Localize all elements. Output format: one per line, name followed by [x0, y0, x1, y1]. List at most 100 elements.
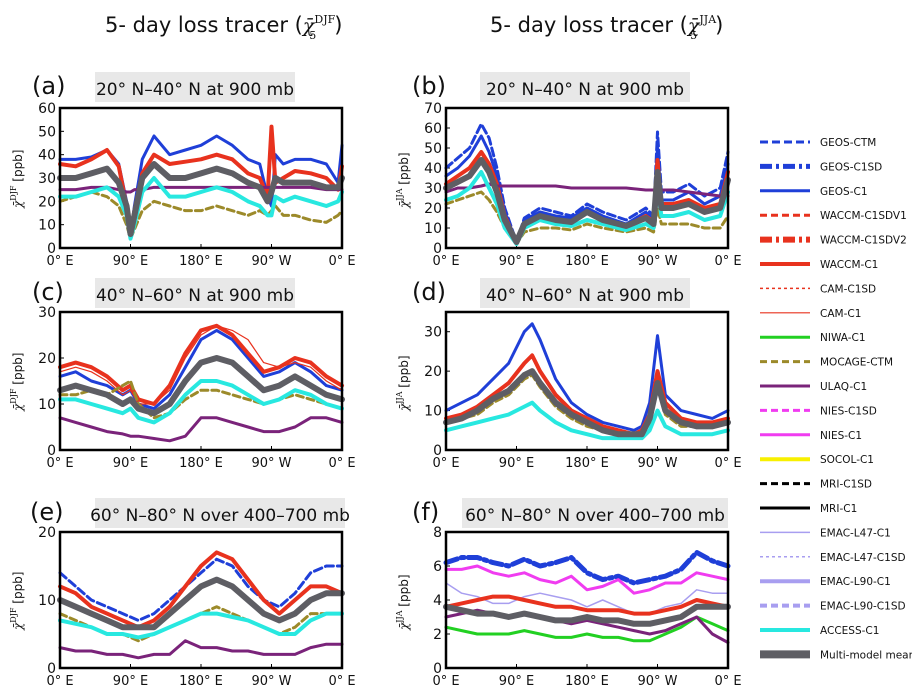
panel-c-series-geos-c1: [58, 328, 344, 411]
panel-e-ytick-label-0: 0: [47, 661, 56, 677]
legend-label: WACCM-C1: [820, 259, 878, 271]
panel-c-xtick-label-1: 90° E: [113, 456, 148, 471]
panel-b-series-mocage-ctm: [444, 190, 730, 246]
panel-f-ytick-label-3: 6: [433, 559, 442, 575]
panel-f-xtick-label-4: 0° E: [714, 674, 741, 686]
panel-a-frame: [58, 106, 344, 250]
panel-b: (b) 20° N–40° N at 900 mb χ̄JJA [ppb] 0 10 20…: [395, 72, 742, 269]
legend-label: Multi-model mean: [820, 649, 912, 661]
legend-item-geos-c1sd: GEOS-C1SD: [760, 161, 882, 173]
panel-a-xtick-label-2: 180° E: [179, 254, 223, 269]
legend-item-cam-c1sd: CAM-C1SD: [760, 283, 876, 295]
panel-a-ytick-label-5: 50: [38, 124, 56, 140]
panel-d-series-access-c1: [444, 400, 730, 441]
panel-a-ytick-label-3: 30: [38, 171, 56, 187]
panel-c-xtick-label-2: 180° E: [179, 456, 223, 471]
panel-b-title-box: [480, 72, 690, 102]
panel-e-series-access-c1: [58, 611, 344, 640]
legend-item-ulaq-c1: ULAQ-C1: [760, 381, 867, 393]
header-right: 5- day loss tracer (χ̄JJA 5): [490, 13, 723, 42]
legend-item-nies-c1sd: NIES-C1SD: [760, 405, 877, 417]
panel-c: (c) 40° N–60° N at 900 mb χ̄DJF [ppb] 0 10 20…: [9, 278, 356, 471]
legend-label: MRI-C1SD: [820, 479, 872, 491]
panel-c-title-box: [95, 278, 295, 308]
panel-b-xtick-label-0: 0° E: [432, 254, 459, 269]
panel-b-frame: [444, 106, 730, 250]
panel-c-series-waccm-c1: [58, 323, 344, 406]
panel-d-xtick-label-4: 0° E: [714, 456, 741, 471]
legend-item-mocage-ctm: MOCAGE-CTM: [760, 357, 893, 369]
panel-e-ytick-label-1: 10: [38, 593, 56, 609]
panel-c-frame: [58, 310, 344, 452]
panel-b-ytick-label-4: 40: [424, 161, 442, 177]
legend-item-geos-ctm: GEOS-CTM: [760, 137, 876, 149]
panel-f-series-multi-model-mean: [443, 603, 731, 627]
panel-e-series-ulaq-c1: [58, 639, 344, 660]
panel-c-xtick-label-0: 0° E: [46, 456, 73, 471]
panel-d-title-box: [480, 278, 690, 308]
legend-item-cam-c1: CAM-C1: [760, 308, 861, 320]
panel-e: (e) 60° N–80° N over 400–700 mb χ̄DJF [ppb…: [9, 498, 356, 686]
panel-d-ytick-label-3: 30: [424, 325, 442, 341]
legend-item-emac-l47-c1: EMAC-L47-C1: [760, 527, 891, 539]
panel-b-series-geos-c1: [444, 134, 730, 244]
header-left-text: 5- day loss tracer (χ̄DJF 5): [105, 13, 342, 42]
panel-e-title: 60° N–80° N over 400–700 mb: [90, 506, 350, 526]
panel-f-ytick-label-2: 4: [433, 593, 442, 609]
legend-item-waccm-c1sdv1: WACCM-C1SDV1: [760, 210, 907, 222]
panel-f-xtick-label-1: 90° E: [499, 674, 534, 686]
legend-label: EMAC-L47-C1: [820, 527, 891, 539]
panel-e-frame: [58, 530, 344, 670]
panel-a-series-waccm-c1: [58, 124, 344, 236]
panel-c-xtick-label-4: 0° E: [328, 456, 355, 471]
panel-f-xtick-label-2: 180° E: [565, 674, 609, 686]
panel-e-xtick-label-2: 180° E: [179, 674, 223, 686]
panel-a-ytick-label-4: 40: [38, 148, 56, 164]
legend-item-waccm-c1: WACCM-C1: [760, 259, 878, 271]
panel-c-series-multi-model-mean: [57, 355, 345, 417]
legend-label: CAM-C1: [820, 308, 861, 320]
legend-label: WACCM-C1SDV1: [820, 210, 907, 222]
panel-e-series-waccm-c1: [58, 550, 344, 630]
panel-a-ytick-label-1: 10: [38, 218, 56, 234]
legend-item-emac-l90-c1: EMAC-L90-C1: [760, 576, 891, 588]
panel-a-series-multi-model-mean: [57, 161, 345, 237]
panel-b-xtick-label-1: 90° E: [499, 254, 534, 269]
legend: GEOS-CTM GEOS-C1SD GEOS-C1 WACCM-C1SDV1 WACC…: [760, 137, 912, 661]
panel-a-ytick-label-6: 60: [38, 101, 56, 117]
panel-d-ytick-label-2: 20: [424, 364, 442, 380]
panel-d: (d) 40° N–60° N at 900 mb χ̄JJA [ppb] 0 10 20…: [395, 278, 742, 471]
legend-label: NIES-C1: [820, 430, 862, 442]
panel-a-xtick-label-4: 0° E: [328, 254, 355, 269]
panel-d-series-waccm-c1: [444, 353, 730, 437]
panel-d-label: (d): [412, 278, 446, 306]
legend-label: ACCESS-C1: [820, 625, 879, 637]
panel-c-ytick-label-1: 10: [38, 397, 56, 413]
panel-c-ytick-label-3: 30: [38, 305, 56, 321]
legend-item-access-c1: ACCESS-C1: [760, 625, 879, 637]
panel-c-series-cam-c1: [59, 325, 343, 405]
panel-a-label: (a): [32, 72, 65, 100]
panel-c-ytick-label-0: 0: [47, 443, 56, 459]
panel-e-series-geos-ctm: [58, 557, 344, 622]
panel-c-xtick-label-3: 90° W: [251, 456, 291, 471]
panel-a-xtick-label-0: 0° E: [46, 254, 73, 269]
panel-b-ytick-label-6: 60: [424, 121, 442, 137]
panel-a: (a) 20° N–40° N at 900 mb χ̄DJF [ppb] 0 10 20…: [9, 72, 356, 269]
panel-d-xtick-label-1: 90° E: [499, 456, 534, 471]
panel-f: (f) 60° N–80° N over 400–700 mb χ̄JJA [ppb…: [395, 498, 742, 686]
panel-d-series-mocage-ctm: [444, 373, 730, 436]
panels-group: (a) 20° N–40° N at 900 mbχ̄DJF [ppb]01020…: [9, 72, 742, 686]
panel-d-ytick-label-1: 10: [424, 404, 442, 420]
panel-d-ylabel: χ̄JJA [ppb]: [395, 355, 411, 412]
legend-item-waccm-c1sdv2: WACCM-C1SDV2: [760, 235, 907, 247]
legend-label: GEOS-CTM: [820, 137, 876, 149]
panel-d-series-multi-model-mean: [443, 368, 731, 438]
panel-b-ytick-label-7: 70: [424, 101, 442, 117]
panel-a-xtick-label-1: 90° E: [113, 254, 148, 269]
legend-label: EMAC-L90-C1: [820, 576, 891, 588]
panel-f-title-box: [462, 498, 728, 528]
panel-b-xtick-label-2: 180° E: [565, 254, 609, 269]
panel-d-series-geos-c1: [444, 322, 730, 432]
